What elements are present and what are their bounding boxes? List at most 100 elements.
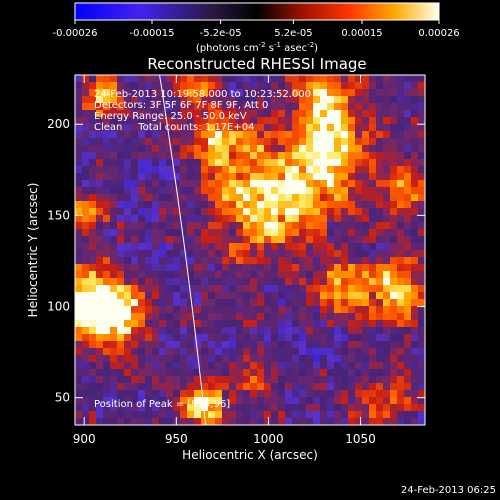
heatmap-cell [243, 215, 251, 223]
heatmap-cell [250, 257, 258, 265]
heatmap-cell [96, 215, 104, 223]
heatmap-cell [243, 229, 251, 237]
heatmap-cell [383, 264, 391, 272]
heatmap-cell [383, 362, 391, 370]
heatmap-cell [362, 222, 370, 230]
heatmap-cell [236, 131, 244, 139]
heatmap-cell [138, 355, 146, 363]
heatmap-cell [369, 418, 377, 425]
heatmap-cell [257, 166, 265, 174]
heatmap-cell [327, 320, 335, 328]
heatmap-cell [383, 96, 391, 104]
heatmap-cell [131, 89, 139, 97]
heatmap-cell [124, 222, 132, 230]
heatmap-cell [285, 355, 293, 363]
heatmap-cell [201, 278, 209, 286]
heatmap-cell [173, 397, 181, 405]
heatmap-cell [327, 159, 335, 167]
heatmap-cell [341, 271, 349, 279]
heatmap-cell [236, 173, 244, 181]
heatmap-cell [404, 201, 412, 209]
heatmap-cell [327, 355, 335, 363]
heatmap-cell [215, 411, 223, 419]
heatmap-cell [418, 138, 425, 146]
heatmap-cell [271, 152, 279, 160]
heatmap-cell [96, 355, 104, 363]
heatmap-cell [306, 103, 314, 111]
heatmap-cell [243, 110, 251, 118]
heatmap-cell [194, 124, 202, 132]
heatmap-cell [82, 152, 90, 160]
heatmap-cell [173, 131, 181, 139]
heatmap-cell [292, 250, 300, 258]
heatmap-cell [117, 243, 125, 251]
heatmap-cell [75, 180, 83, 188]
heatmap-cell [320, 306, 328, 314]
heatmap-cell [131, 194, 139, 202]
heatmap-cell [369, 138, 377, 146]
heatmap-cell [327, 229, 335, 237]
heatmap-cell [292, 103, 300, 111]
heatmap-cell [362, 166, 370, 174]
heatmap-cell [75, 334, 83, 342]
heatmap-cell [404, 383, 412, 391]
heatmap-cell [257, 215, 265, 223]
heatmap-cell [145, 173, 153, 181]
heatmap-cell [285, 250, 293, 258]
heatmap-cell [166, 103, 174, 111]
heatmap-cell [187, 173, 195, 181]
heatmap-cell [103, 138, 111, 146]
heatmap-cell [418, 376, 425, 384]
heatmap-cell [103, 362, 111, 370]
heatmap-cell [187, 278, 195, 286]
heatmap-cell [397, 327, 405, 335]
heatmap-cell [222, 166, 230, 174]
heatmap-cell [173, 257, 181, 265]
heatmap-cell [110, 131, 118, 139]
heatmap-cell [390, 103, 398, 111]
heatmap-cell [334, 166, 342, 174]
heatmap-cell [376, 96, 384, 104]
heatmap-cell [236, 243, 244, 251]
heatmap-cell [362, 327, 370, 335]
heatmap-cell [131, 362, 139, 370]
heatmap-cell [194, 313, 202, 321]
heatmap-cell [236, 96, 244, 104]
heatmap-cell [285, 222, 293, 230]
heatmap-cell [180, 208, 188, 216]
heatmap-cell [397, 194, 405, 202]
heatmap-cell [334, 110, 342, 118]
heatmap-cell [411, 138, 419, 146]
heatmap-cell [229, 327, 237, 335]
heatmap-cell [117, 159, 125, 167]
heatmap-cell [299, 257, 307, 265]
heatmap-cell [369, 271, 377, 279]
heatmap-cell [348, 236, 356, 244]
heatmap-cell [362, 159, 370, 167]
heatmap-cell [264, 341, 272, 349]
heatmap-cell [250, 194, 258, 202]
heatmap-cell [320, 376, 328, 384]
heatmap-cell [82, 117, 90, 125]
heatmap-cell [236, 264, 244, 272]
heatmap-cell [201, 390, 209, 398]
heatmap-cell [75, 418, 83, 425]
heatmap-cell [145, 278, 153, 286]
heatmap-cell [82, 257, 90, 265]
heatmap-cell [159, 138, 167, 146]
heatmap-cell [124, 362, 132, 370]
heatmap-cell [376, 208, 384, 216]
heatmap-cell [82, 173, 90, 181]
heatmap-cell [166, 159, 174, 167]
heatmap-cell [383, 173, 391, 181]
heatmap-cell [215, 327, 223, 335]
heatmap-cell [299, 299, 307, 307]
heatmap-cell [117, 124, 125, 132]
heatmap-cell [355, 159, 363, 167]
heatmap-cell [208, 250, 216, 258]
heatmap-cell [159, 390, 167, 398]
heatmap-cell [159, 117, 167, 125]
heatmap-cell [369, 166, 377, 174]
heatmap-cell [166, 404, 174, 412]
heatmap-cell [229, 194, 237, 202]
